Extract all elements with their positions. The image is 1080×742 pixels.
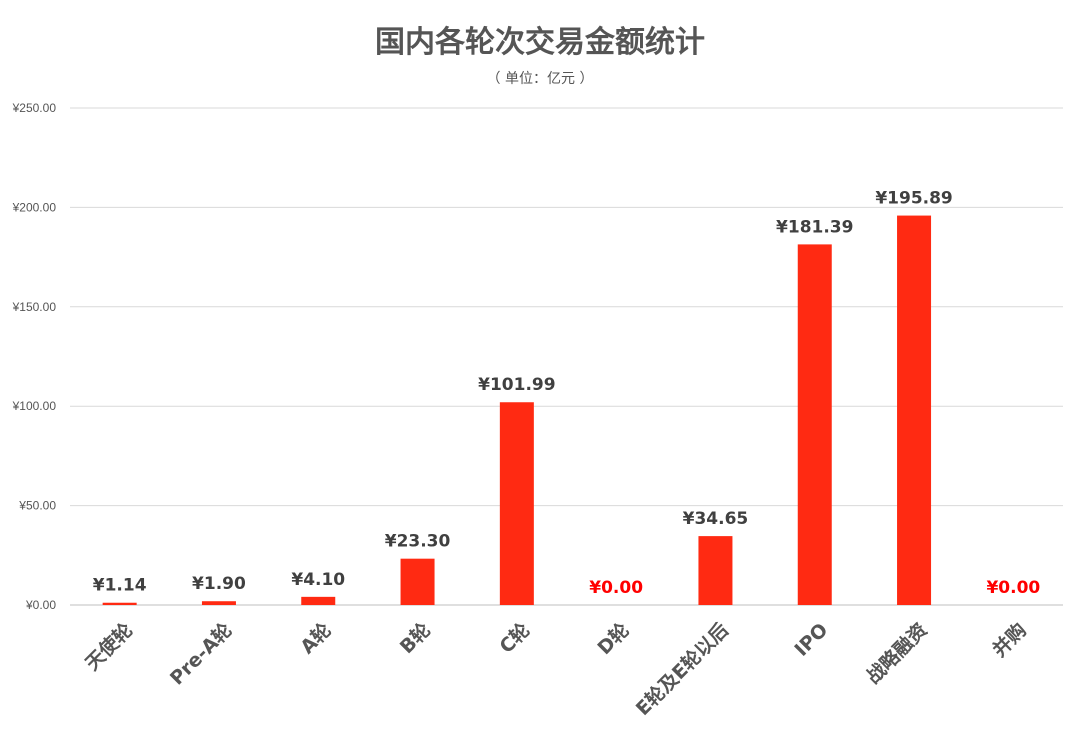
x-tick-label: C轮	[495, 618, 535, 658]
bar	[301, 596, 336, 605]
bar	[698, 536, 733, 605]
y-tick-label: ¥100.00	[12, 399, 57, 413]
bar	[797, 244, 832, 606]
data-label: ¥1.14	[93, 576, 147, 596]
bar	[201, 601, 236, 605]
x-tick-label: B轮	[395, 618, 435, 658]
data-label: ¥0.00	[589, 578, 643, 598]
x-tick-label: E轮及E轮以后	[631, 618, 733, 720]
chart-subtitle: （ 单位：亿元 ）	[487, 71, 594, 87]
bar	[897, 215, 932, 605]
x-tick-label: 天使轮	[81, 618, 138, 675]
y-tick-label: ¥50.00	[18, 499, 56, 513]
x-tick-label: IPO	[790, 619, 832, 661]
bar	[499, 402, 534, 605]
x-tick-label: 战略融资	[862, 618, 932, 688]
y-tick-label: ¥200.00	[12, 200, 57, 214]
y-tick-label: ¥150.00	[12, 300, 57, 314]
chart-title: 国内各轮次交易金额统计	[375, 25, 705, 60]
data-label: ¥34.65	[683, 509, 749, 529]
bar	[102, 602, 137, 605]
data-label: ¥0.00	[986, 578, 1040, 598]
x-tick-label: Pre-A轮	[165, 618, 236, 689]
bar	[400, 558, 435, 605]
x-tick-label: A轮	[296, 618, 336, 658]
bars	[102, 215, 932, 606]
data-label: ¥4.10	[291, 570, 345, 590]
x-tick-label: 并购	[988, 618, 1031, 661]
y-tick-label: ¥250.00	[12, 101, 57, 115]
data-label: ¥1.90	[192, 574, 246, 594]
data-label: ¥23.30	[385, 532, 451, 552]
y-axis-ticks: ¥0.00 ¥50.00 ¥100.00 ¥150.00 ¥200.00 ¥250.00	[12, 101, 57, 612]
data-labels: ¥1.14 ¥1.90 ¥4.10 ¥23.30 ¥101.99 ¥0.00 ¥34.65 ¥…	[93, 189, 1041, 598]
y-tick-label: ¥0.00	[25, 598, 56, 612]
data-label: ¥101.99	[478, 375, 555, 395]
data-label: ¥181.39	[776, 217, 853, 237]
data-label: ¥195.89	[875, 189, 952, 209]
x-tick-label: D轮	[593, 618, 634, 659]
